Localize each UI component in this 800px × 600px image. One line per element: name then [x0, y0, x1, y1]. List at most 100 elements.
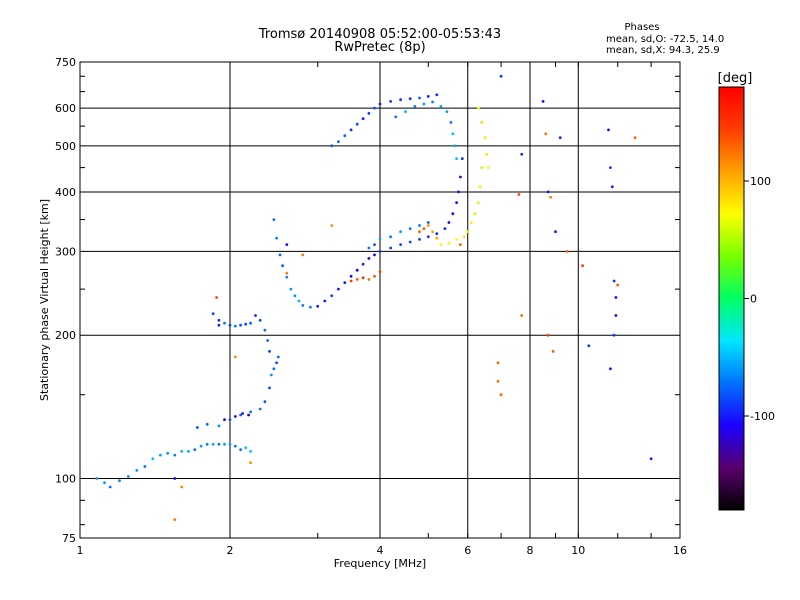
data-point: [469, 221, 473, 224]
data-point: [301, 304, 305, 307]
data-point: [247, 413, 251, 417]
data-point: [439, 243, 443, 247]
data-point: [215, 296, 219, 299]
data-point: [607, 128, 610, 132]
data-point: [462, 235, 466, 239]
data-point: [485, 152, 489, 156]
data-point: [426, 221, 430, 224]
data-point: [355, 278, 359, 281]
data-point: [151, 457, 155, 461]
data-point: [309, 305, 312, 309]
y-tick-label: 75: [62, 532, 76, 545]
x-axis-ticks: 1 2 4 6 8 10 16: [77, 62, 687, 557]
data-point: [367, 257, 371, 260]
x-axis-label: Frequency [MHz]: [334, 557, 426, 570]
data-point: [187, 450, 190, 453]
data-point: [249, 321, 253, 325]
data-point: [378, 250, 382, 253]
data-point: [239, 413, 243, 417]
x-tick-label: 16: [673, 544, 687, 557]
data-point: [126, 475, 130, 478]
colorbar-tick-label: -100: [750, 410, 775, 423]
data-point: [373, 274, 376, 278]
data-point: [95, 477, 99, 480]
data-point: [285, 271, 289, 275]
data-point: [239, 448, 243, 451]
data-point: [445, 110, 449, 113]
data-point: [367, 112, 371, 115]
y-tick-label: 400: [55, 186, 76, 199]
data-point: [422, 227, 426, 231]
data-point: [323, 299, 327, 303]
data-point: [455, 201, 458, 205]
y-tick-label: 500: [55, 140, 76, 153]
data-point: [180, 485, 184, 489]
data-point: [275, 236, 278, 240]
series-5: [316, 157, 464, 308]
x-tick-label: 6: [464, 544, 471, 557]
data-point: [343, 134, 347, 138]
data-point: [587, 344, 591, 348]
colorbar-tick-label: 100: [750, 175, 771, 188]
data-point: [422, 102, 426, 106]
series-2: [223, 412, 251, 421]
data-point: [108, 485, 112, 489]
data-point: [546, 333, 550, 337]
data-point: [217, 318, 221, 322]
data-point: [517, 193, 521, 196]
data-point: [269, 373, 273, 377]
data-point: [496, 361, 500, 365]
data-point: [228, 323, 232, 327]
data-point: [447, 241, 451, 245]
data-point: [254, 314, 257, 317]
data-point: [612, 333, 616, 337]
data-point: [541, 100, 545, 103]
data-point: [301, 253, 305, 257]
data-point: [480, 166, 484, 170]
data-point: [418, 238, 421, 241]
data-point: [476, 201, 480, 205]
data-point: [614, 314, 618, 317]
data-point: [355, 122, 359, 126]
y-tick-label: 600: [55, 102, 76, 115]
data-point: [276, 355, 280, 359]
data-point: [565, 250, 569, 253]
data-point: [367, 278, 371, 281]
data-point: [609, 367, 612, 371]
data-point: [249, 410, 253, 414]
data-point: [196, 426, 199, 429]
data-point: [228, 442, 232, 446]
data-point: [233, 415, 237, 418]
data-point: [581, 264, 584, 268]
data-point: [478, 185, 482, 189]
data-point: [453, 144, 457, 148]
data-point: [228, 418, 232, 421]
data-point: [268, 350, 271, 353]
data-point: [649, 457, 653, 461]
data-point: [549, 195, 552, 199]
data-point: [223, 321, 226, 325]
data-point: [389, 100, 392, 103]
data-point: [546, 190, 550, 194]
data-point: [455, 238, 458, 241]
data-point: [258, 318, 262, 322]
data-point: [205, 442, 209, 446]
series-11: [394, 100, 458, 161]
series-6: [349, 270, 382, 283]
data-point: [143, 465, 147, 468]
chart-subtitle: RwPretec (8p): [334, 40, 425, 55]
data-point: [378, 102, 382, 106]
data-point: [272, 367, 276, 371]
data-point: [431, 230, 434, 234]
y-tick-label: 750: [55, 56, 76, 69]
data-point: [330, 294, 334, 298]
data-point: [451, 132, 455, 136]
colorbar-ticks: 100 0 -100: [744, 175, 775, 423]
data-point: [418, 224, 421, 227]
y-tick-label: 200: [55, 329, 76, 342]
data-point: [435, 93, 439, 97]
series-8: [418, 224, 439, 240]
y-axis-ticks: 750 600 500 400 300 200 100 75: [55, 56, 680, 545]
data-point: [330, 224, 334, 227]
